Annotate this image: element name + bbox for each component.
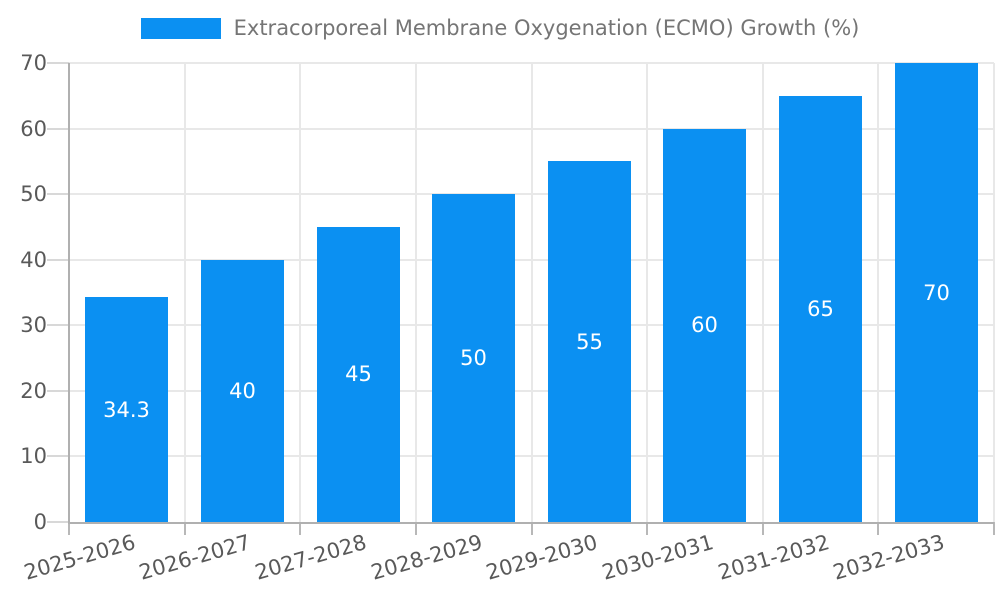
x-gridline [415, 63, 417, 522]
y-axis-tick-label: 10 [20, 444, 47, 468]
bar[interactable] [895, 63, 978, 522]
x-axis-category-label: 2026-2027 [135, 530, 253, 585]
bar-value-label: 40 [229, 379, 256, 403]
bar[interactable] [548, 161, 631, 522]
x-axis-tick [415, 522, 417, 535]
bar-value-label: 34.3 [103, 398, 150, 422]
x-gridline [877, 63, 879, 522]
legend-color-swatch [140, 17, 221, 39]
y-axis-tick-label: 40 [20, 248, 47, 272]
y-axis-tick [47, 455, 69, 457]
bar[interactable] [201, 260, 284, 522]
bar[interactable] [317, 227, 400, 522]
legend-series-label: Extracorporeal Membrane Oxygenation (ECM… [233, 16, 860, 40]
x-axis-category-label: 2031-2032 [714, 530, 832, 585]
x-axis-category-label: 2032-2033 [829, 530, 947, 585]
bar-value-label: 50 [460, 346, 487, 370]
x-axis-category-label: 2027-2028 [251, 530, 369, 585]
x-gridline [646, 63, 648, 522]
bar-value-label: 45 [345, 362, 372, 386]
x-axis-tick [531, 522, 533, 535]
y-axis-tick-label: 0 [33, 510, 47, 534]
y-axis-tick [47, 128, 69, 130]
legend[interactable]: Extracorporeal Membrane Oxygenation (ECM… [0, 16, 1000, 40]
x-gridline [993, 63, 995, 522]
bar-value-label: 55 [576, 330, 603, 354]
y-axis-tick [47, 259, 69, 261]
x-axis-tick [184, 522, 186, 535]
y-axis-tick [47, 521, 69, 523]
bar[interactable] [432, 194, 515, 522]
bar-value-label: 60 [691, 313, 718, 337]
y-axis-tick [47, 324, 69, 326]
x-axis-tick [646, 522, 648, 535]
bar[interactable] [85, 297, 168, 522]
bar[interactable] [779, 96, 862, 522]
x-axis-category-label: 2025-2026 [20, 530, 138, 585]
x-axis-tick [877, 522, 879, 535]
y-axis-tick [47, 390, 69, 392]
x-axis-category-label: 2029-2030 [482, 530, 600, 585]
x-axis-tick [68, 522, 70, 535]
x-axis-line [68, 522, 994, 524]
x-axis-category-label: 2030-2031 [598, 530, 716, 585]
x-axis-tick [993, 522, 995, 535]
x-gridline [531, 63, 533, 522]
x-gridline [184, 63, 186, 522]
x-axis-category-label: 2028-2029 [367, 530, 485, 585]
bar-value-label: 65 [807, 297, 834, 321]
y-axis-tick-label: 70 [20, 51, 47, 75]
bar[interactable] [663, 129, 746, 522]
y-axis-tick-label: 30 [20, 313, 47, 337]
x-axis-tick [299, 522, 301, 535]
bar-value-label: 70 [923, 281, 950, 305]
y-axis-tick-label: 20 [20, 379, 47, 403]
x-gridline [299, 63, 301, 522]
y-axis-tick-label: 50 [20, 182, 47, 206]
y-axis-tick [47, 193, 69, 195]
y-axis-tick-label: 60 [20, 117, 47, 141]
x-gridline [762, 63, 764, 522]
y-axis-tick [47, 62, 69, 64]
y-axis-line [68, 63, 70, 522]
x-axis-tick [762, 522, 764, 535]
